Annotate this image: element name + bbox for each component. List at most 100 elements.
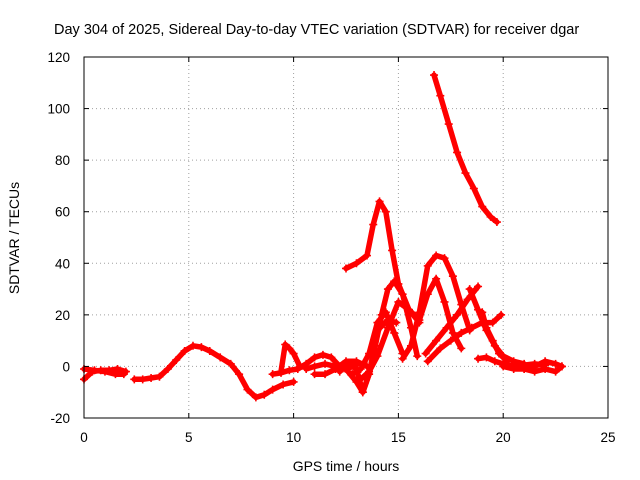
data-point	[362, 251, 371, 260]
y-tick-label: 40	[55, 256, 70, 271]
data-point	[486, 212, 495, 221]
data-point	[463, 295, 472, 304]
y-tick-label: 80	[55, 153, 70, 168]
data-point	[442, 323, 451, 332]
data-point	[226, 359, 235, 368]
x-axis-label: GPS time / hours	[293, 458, 400, 474]
data-point	[310, 370, 319, 379]
data-point	[440, 254, 449, 263]
data-point	[180, 346, 189, 355]
data-point	[551, 359, 560, 368]
data-point	[509, 359, 518, 368]
data-point	[497, 310, 506, 319]
data-point	[285, 344, 294, 353]
data-point	[390, 277, 399, 286]
data-point	[436, 91, 445, 100]
data-point	[281, 340, 290, 349]
data-point	[394, 297, 403, 306]
data-series	[80, 71, 566, 402]
data-point	[398, 290, 407, 299]
data-point	[541, 357, 550, 366]
data-point	[318, 350, 327, 359]
data-point	[474, 354, 483, 363]
data-point	[268, 385, 277, 394]
data-point	[111, 370, 120, 379]
y-axis-label: SDTVAR / TECUs	[6, 182, 22, 294]
data-point	[130, 375, 139, 384]
data-point	[465, 285, 474, 294]
data-point	[530, 362, 539, 371]
data-point	[474, 282, 483, 291]
data-point	[381, 308, 390, 317]
data-point	[279, 380, 288, 389]
data-point	[492, 218, 501, 227]
data-point	[432, 336, 441, 345]
chart-title: Day 304 of 2025, Sidereal Day-to-day VTE…	[54, 22, 579, 38]
series-arc-n	[421, 282, 483, 358]
data-point	[551, 367, 560, 376]
y-tick-label: 0	[62, 359, 70, 374]
data-point	[541, 365, 550, 374]
data-point	[469, 184, 478, 193]
data-point	[436, 344, 445, 353]
data-point	[482, 353, 491, 362]
data-point	[375, 197, 384, 206]
data-point	[457, 328, 466, 337]
data-point	[356, 365, 365, 374]
x-tick-label: 10	[286, 430, 301, 445]
data-point	[369, 220, 378, 229]
series-line	[357, 276, 465, 383]
data-point	[147, 374, 156, 383]
data-point	[423, 357, 432, 366]
series-arc-s	[478, 308, 512, 366]
data-point	[448, 272, 457, 281]
data-point	[327, 353, 336, 362]
data-point	[557, 362, 566, 371]
data-point	[163, 365, 172, 374]
series-arc-o	[430, 71, 501, 227]
series-arc-m	[398, 251, 474, 363]
data-point	[197, 343, 206, 352]
data-point	[392, 318, 401, 327]
y-tick-label: 60	[55, 205, 70, 220]
data-point	[172, 355, 181, 364]
data-point	[285, 366, 294, 375]
data-point	[373, 318, 382, 327]
data-point	[352, 357, 361, 366]
data-point	[432, 251, 441, 260]
data-point	[488, 318, 497, 327]
series-arc-k	[348, 308, 407, 379]
data-point	[448, 328, 457, 337]
data-point	[457, 344, 466, 353]
x-tick-label: 15	[391, 430, 406, 445]
data-point	[444, 120, 453, 129]
x-tick-label: 0	[80, 430, 88, 445]
data-point	[495, 349, 504, 358]
data-point	[440, 297, 449, 306]
x-tick-label: 20	[496, 430, 511, 445]
data-point	[478, 202, 487, 211]
data-point	[390, 328, 399, 337]
data-point	[358, 388, 367, 397]
series-arc-l	[356, 274, 466, 384]
data-point	[398, 354, 407, 363]
data-point	[461, 169, 470, 178]
data-point	[155, 372, 164, 381]
data-point	[406, 341, 415, 350]
series-line	[431, 72, 500, 225]
data-point	[335, 367, 344, 376]
data-point	[413, 352, 422, 361]
series-arc-c	[130, 341, 298, 402]
data-point	[356, 375, 365, 384]
data-point	[453, 310, 462, 319]
data-point	[415, 308, 424, 317]
y-tick-label: -20	[50, 411, 70, 426]
data-point	[482, 323, 491, 332]
data-point	[446, 336, 455, 345]
data-point	[490, 357, 499, 366]
data-point	[235, 370, 244, 379]
data-point	[321, 359, 330, 368]
data-point	[331, 365, 340, 374]
data-point	[205, 346, 214, 355]
